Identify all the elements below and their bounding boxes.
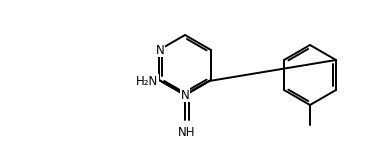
Text: H₂N: H₂N [136,75,158,87]
Text: NH: NH [178,126,195,139]
Text: N: N [155,44,164,56]
Text: N: N [181,88,189,101]
